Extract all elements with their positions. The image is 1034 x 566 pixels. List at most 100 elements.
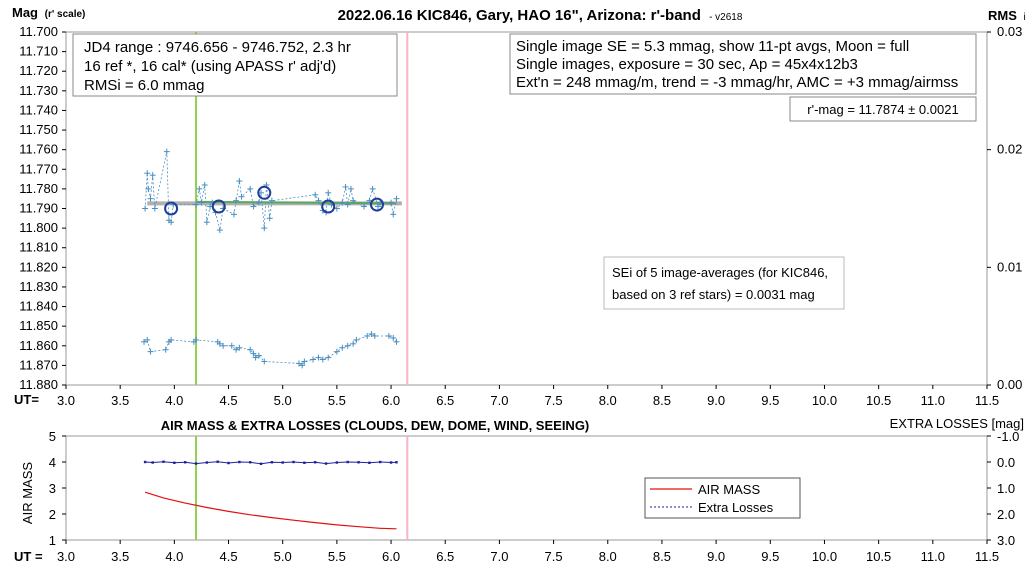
single-image-point — [238, 193, 245, 200]
x-tick-label: 10.5 — [866, 393, 891, 408]
info-box-2-line-3: Ext'n = 248 mmag/m, trend = -3 mmag/hr, … — [516, 74, 958, 91]
info-box-2-line-2: Single images, exposure = 30 sec, Ap = 4… — [516, 56, 858, 73]
single-image-point — [393, 195, 400, 202]
result-box: r'-mag = 11.7874 ± 0.0021 — [789, 96, 977, 122]
x-tick-label: 6.5 — [436, 393, 454, 408]
bottom-y-tick-label: 3 — [49, 481, 56, 496]
y2-axis-label-main: RMS — [988, 8, 1017, 23]
y-tick-label: 11.710 — [19, 44, 58, 59]
bottom-x-tick-label: 3.0 — [57, 549, 75, 564]
single-image-point — [339, 199, 346, 206]
single-image-point — [312, 191, 319, 198]
y-tick-label: 11.720 — [19, 63, 58, 78]
bottom-x-ticks: 3.0 3.5 4.0 4.5 5.0 5.5 6.0 6.5 7.0 7.5 8.0 8.5 9.0 9… — [57, 540, 999, 564]
airmass-line — [144, 491, 397, 530]
y2-tick-label: 0.01 — [997, 259, 1022, 274]
x-tick-label: 4.5 — [219, 393, 237, 408]
top-y-ticks: 11.700 11.710 11.720 11.730 11.740 11.750 11.7… — [19, 24, 66, 392]
single-image-point — [149, 172, 156, 179]
single-image-point — [266, 215, 273, 222]
average-point — [211, 199, 226, 214]
y-tick-label: 11.820 — [19, 259, 58, 274]
bottom-x-tick-label: 7.0 — [490, 549, 508, 564]
single-image-point — [230, 211, 237, 218]
check-star-point — [147, 348, 154, 355]
bottom-x-tick-label: 10.5 — [866, 549, 891, 564]
bottom-x-tick-label: 5.0 — [274, 549, 292, 564]
check-star-point — [295, 360, 302, 367]
y-axis-label-sub: (r' scale) — [45, 9, 86, 20]
single-image-point — [145, 185, 152, 192]
average-point — [321, 199, 336, 214]
check-star-point — [301, 358, 308, 365]
x-tick-label: 8.5 — [653, 393, 671, 408]
check-star-point — [364, 332, 371, 339]
extra-losses-line — [145, 461, 397, 465]
single-image-point — [375, 203, 382, 210]
single-image-point — [369, 185, 376, 192]
check-star-point — [350, 340, 357, 347]
check-star-point — [233, 346, 240, 353]
bottom-x-tick-label: 4.5 — [219, 549, 237, 564]
single-image-point — [342, 183, 349, 190]
bottom-y2-tick-label: 2.0 — [997, 507, 1015, 522]
check-star-point — [228, 342, 235, 349]
check-star-point — [353, 336, 360, 343]
average-point — [257, 185, 272, 200]
legend: AIR MASS Extra Losses — [644, 477, 801, 519]
x-tick-label: 9.0 — [707, 393, 725, 408]
single-image-point — [147, 195, 154, 202]
extra-losses-point — [143, 460, 147, 464]
info-box-2: Single image SE = 5.3 mmag, show 11-pt a… — [509, 33, 977, 95]
check-star-point — [141, 338, 148, 345]
single-image-point — [390, 211, 397, 218]
y-tick-label: 11.810 — [19, 240, 58, 255]
check-star-point — [385, 332, 392, 339]
bottom-x-tick-label: 11.5 — [975, 549, 999, 564]
y-tick-label: 11.760 — [19, 142, 58, 157]
bottom-data-marks — [143, 436, 409, 540]
check-star-point — [144, 336, 151, 343]
check-star-point — [162, 346, 169, 353]
single-image-point — [268, 197, 275, 204]
y-tick-label: 11.800 — [19, 220, 58, 235]
bottom-y2-tick-label: 3.0 — [997, 533, 1015, 548]
y-tick-label: 11.880 — [19, 377, 58, 392]
single-image-point — [201, 181, 208, 188]
bottom-plot-frame — [65, 435, 988, 541]
x-tick-label: 3.5 — [111, 393, 129, 408]
single-image-point — [250, 203, 257, 210]
sei-box-line-2: based on 3 ref stars) = 0.0031 mag — [612, 287, 815, 302]
single-image-point — [247, 185, 254, 192]
single-image-point — [255, 199, 262, 206]
top-x-ticks: 3.0 3.5 4.0 4.5 5.0 5.5 6.0 6.5 7.0 7.5 8.0 8.5 9.0 9… — [57, 385, 999, 408]
info-box-2-line-1: Single image SE = 5.3 mmag, show 11-pt a… — [516, 38, 909, 55]
bottom-y2-tick-label: 1.0 — [997, 481, 1015, 496]
y-tick-label: 11.780 — [19, 181, 58, 196]
bottom-y-axis-label: AIR MASS — [20, 462, 35, 524]
y-tick-label: 11.870 — [19, 357, 58, 372]
legend-extra-losses-label: Extra Losses — [698, 500, 774, 515]
chart-version: - v2618 — [709, 12, 743, 23]
x-tick-label: 5.0 — [274, 393, 292, 408]
y-tick-label: 11.830 — [19, 279, 58, 294]
y-tick-label: 11.790 — [19, 201, 58, 216]
x-axis-label: UT= — [14, 392, 39, 407]
bottom-x-tick-label: 10.0 — [812, 549, 837, 564]
single-image-point — [350, 197, 357, 204]
check-star-point — [220, 342, 227, 349]
bottom-y-tick-label: 1 — [49, 533, 56, 548]
check-star-point — [236, 344, 243, 351]
single-image-point — [236, 178, 243, 185]
single-image-point — [261, 225, 268, 232]
single-image-point — [216, 227, 223, 234]
average-point — [369, 197, 384, 212]
check-star-point — [319, 356, 326, 363]
y-tick-label: 11.740 — [19, 102, 58, 117]
check-star-point — [247, 346, 254, 353]
top-data-marks — [141, 32, 409, 385]
bottom-y2-tick-label: -1.0 — [997, 429, 1019, 444]
x-tick-label: 7.5 — [545, 393, 563, 408]
y2-tick-label: 0.00 — [997, 377, 1022, 392]
info-box-1: JD4 range : 9746.656 - 9746.752, 2.3 hr … — [72, 33, 398, 97]
